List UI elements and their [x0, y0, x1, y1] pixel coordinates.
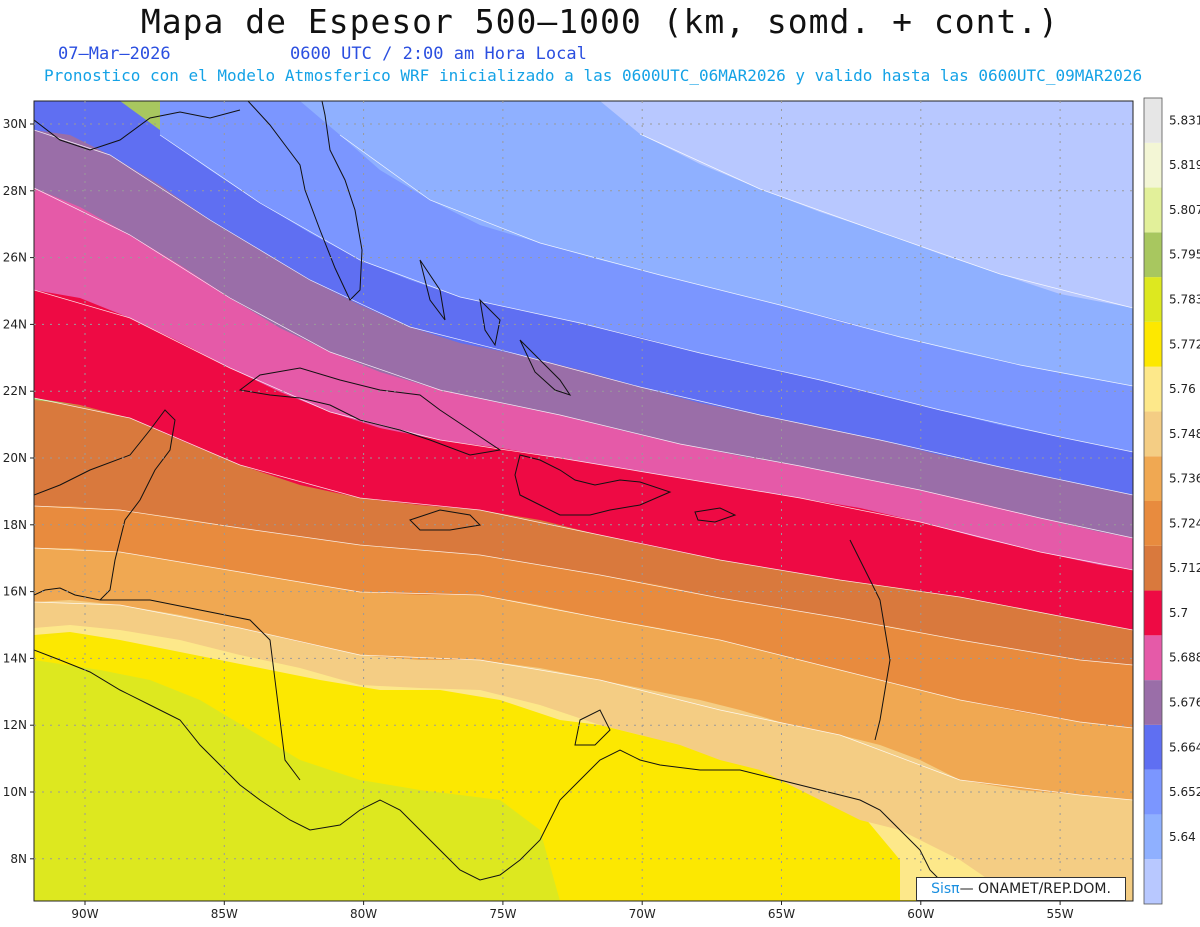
lat-label: 22N [3, 384, 27, 398]
colorbar-label: 5.7 [1169, 606, 1188, 620]
forecast-time: 0600 UTC / 2:00 am Hora Local [290, 44, 587, 64]
coastlines [34, 101, 941, 881]
credit-brand: Sisπ [931, 881, 960, 897]
latitude-labels: 30N 28N 26N 24N 22N 20N 18N 16N 14N 12N 10N 8N [3, 117, 34, 866]
colorbar-label: 5.688 [1169, 651, 1200, 665]
lat-label: 28N [3, 184, 27, 198]
colorbar-swatch [1144, 277, 1162, 322]
colorbar-label: 5.76 [1169, 382, 1196, 396]
colorbar-label: 5.772 [1169, 337, 1200, 351]
lon-label: 80W [350, 907, 377, 921]
lat-label: 8N [10, 852, 27, 866]
colorbar-label: 5.724 [1169, 516, 1200, 530]
lon-label: 85W [211, 907, 238, 921]
colorbar-swatch [1144, 321, 1162, 367]
colorbar-swatch [1144, 366, 1162, 412]
lat-label: 30N [3, 117, 27, 131]
colorbar: 5.64 5.652 5.664 5.676 5.688 5.7 5.712 5.724 5.7… [1143, 97, 1200, 905]
colorbar-label: 5.807 [1169, 203, 1200, 217]
colorbar-label: 5.819 [1169, 158, 1200, 172]
map-frame [33, 100, 1134, 902]
colorbar-label: 5.664 [1169, 740, 1200, 754]
forecast-date: 07—Mar—2026 [58, 44, 171, 64]
colorbar-label: 5.831 [1169, 113, 1200, 127]
colorbar-swatch [1144, 680, 1162, 725]
colorbar-swatch [1144, 411, 1162, 457]
map-title: Mapa de Espesor 500—1000 (km, somd. + co… [140, 2, 1060, 41]
lat-label: 10N [3, 785, 27, 799]
colorbar-label: 5.783 [1169, 293, 1200, 307]
credit-text: — ONAMET/REP.DOM. [959, 881, 1111, 897]
lat-label: 18N [3, 518, 27, 532]
lon-label: 65W [768, 907, 795, 921]
colorbar-label: 5.676 [1169, 696, 1200, 710]
lat-label: 20N [3, 451, 27, 465]
lon-label: 70W [629, 907, 656, 921]
longitude-labels: 90W 85W 80W 75W 70W 65W 60W 55W [71, 901, 1074, 921]
colorbar-label: 5.795 [1169, 248, 1200, 262]
colorbar-label: 5.748 [1169, 427, 1200, 441]
colorbar-swatch [1144, 456, 1162, 501]
colorbar-frame [1143, 97, 1163, 905]
lon-label: 60W [907, 907, 934, 921]
colorbar-label: 5.652 [1169, 785, 1200, 799]
lon-label: 75W [489, 907, 516, 921]
graticule [34, 101, 1133, 901]
forecast-description: Pronostico con el Modelo Atmosferico WRF… [44, 66, 1143, 85]
lat-label: 16N [3, 585, 27, 599]
colorbar-swatch [1144, 142, 1162, 188]
lat-label: 24N [3, 317, 27, 331]
colorbar-swatch [1144, 724, 1162, 770]
colorbar-swatch [1144, 545, 1162, 591]
colorbar-swatch [1144, 814, 1162, 860]
colorbar-label: 5.64 [1169, 830, 1196, 844]
colorbar-swatch [1144, 187, 1162, 233]
credit-box: Sisπ— ONAMET/REP.DOM. [916, 877, 1126, 901]
colorbar-swatch [1144, 859, 1162, 904]
colorbar-swatch [1144, 98, 1162, 143]
colorbar-swatch [1144, 232, 1162, 278]
lat-label: 14N [3, 651, 27, 665]
lon-label: 90W [71, 907, 98, 921]
lat-label: 12N [3, 718, 27, 732]
lat-label: 26N [3, 251, 27, 265]
colorbar-swatch [1144, 501, 1162, 546]
lon-label: 55W [1047, 907, 1074, 921]
colorbar-label: 5.736 [1169, 472, 1200, 486]
colorbar-swatch [1144, 590, 1162, 636]
thickness-field [34, 101, 1133, 901]
colorbar-swatch [1144, 769, 1162, 815]
colorbar-label: 5.712 [1169, 561, 1200, 575]
colorbar-swatch [1144, 635, 1162, 681]
